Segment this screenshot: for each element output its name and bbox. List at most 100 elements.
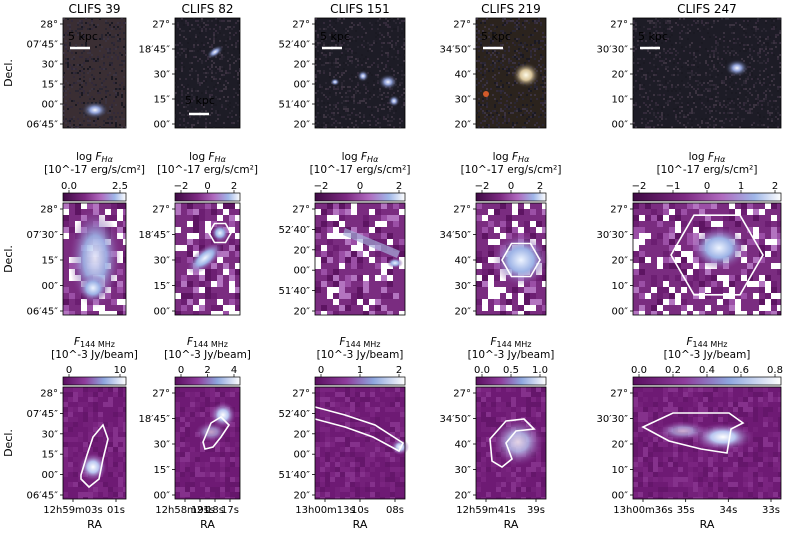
- dec-tick-label: 15″: [154, 95, 171, 106]
- dec-tick-label: 51′40″: [279, 100, 311, 111]
- halpha-cbar-title: log FHα: [493, 151, 530, 164]
- halpha-cbar-title: log FHα: [189, 151, 226, 164]
- panel-title: CLIFS 39: [69, 2, 121, 16]
- halpha-emission: [387, 258, 403, 268]
- galaxy: [357, 70, 369, 82]
- radio-panel: F144 MHz[10^-3 Jy/beam] 0 10: [51, 336, 138, 500]
- dec-tick-label: 06′45″: [27, 120, 59, 131]
- colorbar-tick-label: 0.5: [503, 365, 519, 376]
- panel-title: CLIFS 82: [182, 2, 234, 16]
- scalebar-label: 5 kpc: [320, 30, 350, 43]
- dec-tick-label: 20″: [294, 429, 311, 440]
- colorbar-tick-label: 0: [66, 365, 72, 376]
- dec-tick-label: 30″: [154, 256, 171, 267]
- colorbar-tick-label: 0: [357, 181, 363, 192]
- ra-tick-label: 12h58m21s: [155, 505, 214, 516]
- dec-tick-label: 00″: [42, 470, 59, 481]
- ra-tick-label: 13h00m36s: [613, 505, 672, 516]
- dec-tick-label: 27°: [453, 205, 471, 216]
- radio-panel: F144 MHz[10^-3 Jy/beam] 0 1 2: [314, 336, 409, 500]
- dec-tick-label: 07′30″: [27, 230, 59, 241]
- ra-tick-label: 12h59m03s: [43, 505, 102, 516]
- dec-tick-label: 27°: [610, 389, 628, 400]
- halpha-cbar-unit: [10^-17 erg/s/cm²]: [657, 164, 758, 176]
- colorbar-tick-label: 0.4: [699, 365, 715, 376]
- dec-tick-label: 20″: [455, 307, 472, 318]
- colorbar-tick-label: 4: [231, 365, 237, 376]
- dec-tick-label: 15″: [42, 256, 59, 267]
- dec-tick-label: 27°: [292, 20, 310, 31]
- colorbar-tick-label: 0: [178, 365, 184, 376]
- dec-tick-label: 52′40″: [279, 40, 311, 51]
- radio-emission: [195, 422, 227, 442]
- radio-frame: [62, 386, 127, 500]
- galaxy: [725, 59, 749, 77]
- halpha-frame: [632, 202, 782, 316]
- ra-tick-label: 34s: [719, 505, 737, 516]
- aperture-hexagon: [501, 242, 541, 278]
- radio-cbar-title: F144 MHz: [74, 336, 115, 349]
- dec-tick-label: 40″: [455, 70, 472, 81]
- colorbar: [62, 192, 127, 202]
- ra-tick-label: 33s: [762, 505, 780, 516]
- ra-tick-label: 12h59m41s: [456, 505, 515, 516]
- colorbar-tick-label: 0.2: [665, 365, 681, 376]
- dec-tick-label: 07′45″: [27, 40, 59, 51]
- dec-tick-label: 00″: [294, 266, 311, 277]
- galaxy: [206, 44, 224, 60]
- column-1: CLIFS 395 kpc28°07′45″30″15″00″06′45″log…: [27, 2, 145, 531]
- dec-tick-label: 30″: [42, 429, 59, 440]
- radio-panel: F144 MHz[10^-3 Jy/beam] 0.0 0.5 1.0: [468, 336, 555, 500]
- radio-cbar-title: F144 MHz: [187, 336, 228, 349]
- dec-tick-label: 30′30″: [597, 414, 629, 425]
- ra-tick-label: 08s: [386, 505, 404, 516]
- ra-axis-label: RA: [504, 518, 519, 531]
- dec-tick-label: 00″: [154, 307, 171, 318]
- dec-tick-label: 28°: [40, 20, 58, 31]
- colorbar-tick-label: −2: [475, 181, 490, 192]
- colorbar-tick-label: 0: [204, 181, 210, 192]
- optical-image: 5 kpc: [314, 17, 406, 129]
- colorbar: [475, 192, 547, 202]
- dec-tick-label: 10″: [612, 95, 629, 106]
- ra-axis-label: RA: [87, 518, 102, 531]
- colorbar-tick-label: 0.8: [767, 365, 783, 376]
- ra-tick-label: 10s: [351, 505, 369, 516]
- dec-tick-label: 27°: [292, 389, 310, 400]
- panel-title: CLIFS 247: [677, 2, 737, 16]
- galaxy: [378, 74, 398, 90]
- dec-tick-label: 15″: [154, 465, 171, 476]
- radio-emission: [391, 439, 409, 455]
- dec-tick-label: 00″: [612, 307, 629, 318]
- dec-tick-label: 27°: [152, 205, 170, 216]
- ra-tick-label: 17s: [221, 505, 239, 516]
- dec-tick-label: 34′50″: [440, 45, 472, 56]
- radio-cbar-unit: [10^-3 Jy/beam]: [51, 349, 138, 361]
- scalebar-label: 5 kpc: [68, 30, 98, 43]
- halpha-cbar-unit: [10^-17 erg/s/cm²]: [310, 164, 411, 176]
- radio-contour: [641, 412, 745, 454]
- dec-tick-label: 30″: [455, 95, 472, 106]
- colorbar-tick-label: 1.0: [532, 365, 548, 376]
- scalebar-label: 5 kpc: [638, 30, 668, 43]
- dec-tick-label: 18′45″: [139, 230, 171, 241]
- dec-tick-label: 15″: [42, 450, 59, 461]
- dec-tick-label: 20″: [294, 245, 311, 256]
- radio-cbar-unit: [10^-3 Jy/beam]: [468, 349, 555, 361]
- dec-axis-label: Decl.: [2, 59, 15, 87]
- dec-tick-label: 30″: [455, 281, 472, 292]
- dec-tick-label: 30′30″: [597, 230, 629, 241]
- dec-tick-label: 52′40″: [279, 409, 311, 420]
- dec-tick-label: 27°: [610, 20, 628, 31]
- ra-tick-label: 35s: [677, 505, 695, 516]
- dec-tick-label: 27°: [152, 389, 170, 400]
- halpha-frame: [475, 202, 547, 316]
- dec-tick-label: 51′40″: [279, 470, 311, 481]
- colorbar-tick-label: 2: [204, 365, 210, 376]
- dec-tick-label: 20″: [455, 491, 472, 502]
- dec-tick-label: 40″: [455, 440, 472, 451]
- dec-tick-label: 20″: [612, 440, 629, 451]
- halpha-frame: [174, 202, 241, 316]
